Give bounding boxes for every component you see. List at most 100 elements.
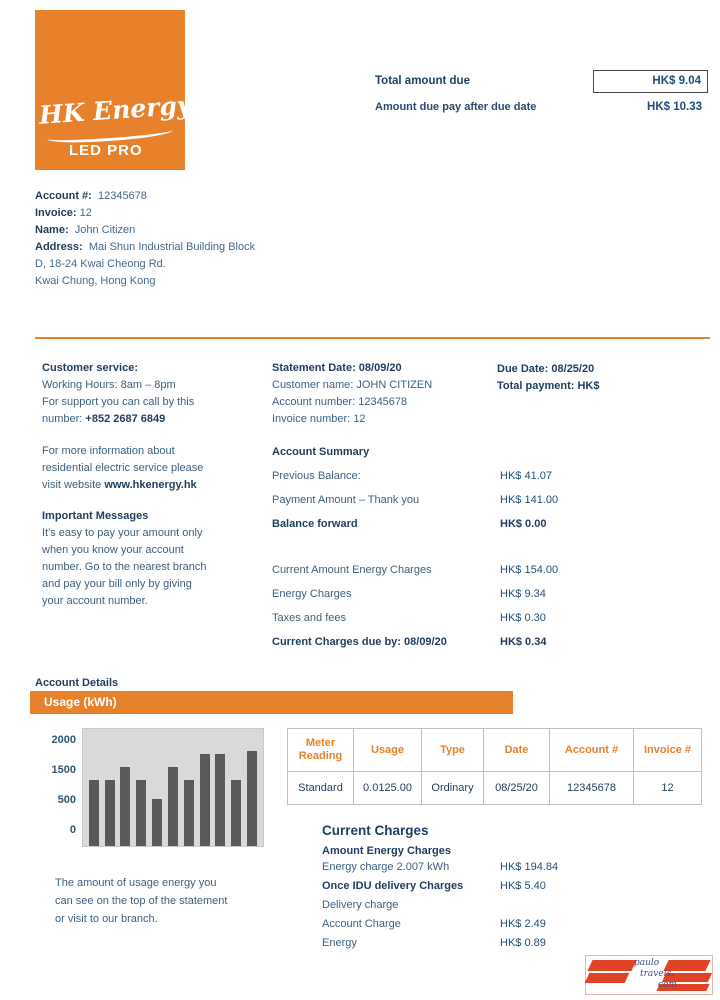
- summary-row: Payment Amount – Thank you HK$ 141.00: [272, 493, 602, 507]
- info-line-1: For more information about: [42, 445, 175, 457]
- charge-row: Energy HK$ 0.89: [322, 936, 642, 950]
- website-line: visit website www.hkenergy.hk: [42, 477, 270, 494]
- invoice-label: Invoice:: [35, 207, 77, 219]
- summary-label: Taxes and fees: [272, 612, 346, 624]
- usage-table: Meter Reading Usage Type Date Account # …: [287, 728, 702, 805]
- table-row: Standard 0.0125.00 Ordinary 08/25/20 123…: [287, 771, 702, 805]
- account-info-block: Account #: 12345678 Invoice: 12 Name: Jo…: [35, 188, 255, 290]
- cell-date: 08/25/20: [483, 771, 550, 805]
- summary-value: HK$ 154.00: [500, 564, 559, 576]
- usage-bar: [152, 799, 163, 846]
- chart-y-axis: 2000 1500 500 0: [36, 733, 76, 853]
- charge-value: HK$ 5.40: [500, 880, 546, 892]
- important-messages-title: Important Messages: [42, 510, 149, 522]
- charge-label: Energy: [322, 937, 357, 949]
- cell-type: Ordinary: [421, 771, 484, 805]
- summary-value: HK$ 141.00: [500, 494, 559, 506]
- watermark-text: paulo: [634, 958, 660, 968]
- charge-value: HK$ 194.84: [500, 861, 559, 873]
- address-line-3: Kwai Chung, Hong Kong: [35, 275, 156, 287]
- account-number: Account number: 12345678: [272, 396, 408, 408]
- phone-number: +852 2687 6849: [85, 413, 166, 425]
- website-url: www.hkenergy.hk: [104, 479, 197, 491]
- col-header-type: Type: [421, 728, 484, 772]
- total-amount-due-label: Total amount due: [375, 75, 470, 87]
- col-header-invoice: Invoice #: [633, 728, 702, 772]
- important-message-line: It's easy to pay your amount only: [42, 527, 203, 539]
- caption-line: or visit to our branch.: [55, 913, 158, 925]
- phone-prefix: number:: [42, 413, 86, 425]
- y-tick: 1500: [51, 764, 76, 776]
- summary-row: Current Amount Energy Charges HK$ 154.00: [272, 563, 602, 577]
- watermark-stripe: [584, 973, 630, 983]
- current-charges-title: Current Charges: [322, 823, 429, 838]
- cell-usage: 0.0125.00: [353, 771, 422, 805]
- charge-row: Once IDU delivery Charges HK$ 5.40: [322, 879, 642, 893]
- usage-bar: [120, 767, 131, 846]
- charge-label: Energy charge 2.007 kWh: [322, 861, 450, 873]
- paulo-travels-watermark: paulo travels. com: [584, 955, 713, 995]
- summary-value: HK$ 0.00: [500, 518, 547, 530]
- account-number-line: Account #: 12345678: [35, 188, 255, 205]
- summary-label: Energy Charges: [272, 588, 352, 600]
- total-amount-due-value: HK$ 9.04: [593, 70, 708, 93]
- customer-service-title: Customer service:: [42, 362, 138, 374]
- orange-divider-rule: [35, 337, 710, 339]
- account-summary-title: Account Summary: [272, 446, 370, 458]
- brand-sub-text: LED PRO: [69, 142, 143, 159]
- charge-label: Account Charge: [322, 918, 401, 930]
- col-header-account: Account #: [549, 728, 634, 772]
- statement-column: Statement Date: 08/09/20 Customer name: …: [272, 360, 602, 649]
- caption-line: The amount of usage energy you: [55, 877, 217, 889]
- watermark-text: travels.: [640, 969, 675, 979]
- usage-bar: [247, 751, 258, 846]
- chart-caption: The amount of usage energy you can see o…: [55, 874, 295, 928]
- summary-label: Current Charges due by: 08/09/20: [272, 636, 447, 648]
- charge-value: HK$ 0.89: [500, 937, 546, 949]
- usage-bar: [136, 780, 147, 846]
- address-value: Mai Shun Industrial Building Block: [88, 241, 256, 253]
- summary-value: HK$ 9.34: [500, 588, 546, 600]
- charge-value: HK$ 2.49: [500, 918, 546, 930]
- current-charges-section: Current Charges Amount Energy Charges En…: [322, 823, 642, 950]
- summary-row: Taxes and fees HK$ 0.30: [272, 611, 602, 625]
- address-line-1: Address: Mai Shun Industrial Building Bl…: [35, 239, 255, 256]
- due-date-column: Due Date: 08/25/20 Total payment: HK$: [497, 361, 599, 395]
- y-tick: 500: [57, 794, 76, 806]
- y-tick: 2000: [51, 734, 76, 746]
- cell-meter-reading: Standard: [287, 771, 354, 805]
- invoice-value: 12: [79, 207, 92, 219]
- name-line: Name: John Citizen: [35, 222, 255, 239]
- summary-row: Previous Balance: HK$ 41.07: [272, 469, 602, 483]
- important-message-line: your account number.: [42, 595, 148, 607]
- usage-bar: [88, 780, 99, 846]
- customer-name: Customer name: JOHN CITIZEN: [272, 379, 433, 391]
- usage-bar: [104, 780, 115, 846]
- usage-bar: [215, 754, 226, 846]
- summary-row: Balance forward HK$ 0.00: [272, 517, 602, 531]
- usage-bar: [199, 754, 210, 846]
- usage-bar: [183, 780, 194, 846]
- invoice-number: Invoice number: 12: [272, 413, 366, 425]
- important-message-line: and pay your bill only by giving: [42, 578, 192, 590]
- summary-row: Energy Charges HK$ 9.34: [272, 587, 602, 601]
- important-message-line: number. Go to the nearest branch: [42, 561, 207, 573]
- summary-value: HK$ 0.30: [500, 612, 546, 624]
- current-charges-subtitle: Amount Energy Charges: [322, 845, 451, 857]
- name-label: Name:: [35, 224, 69, 236]
- watermark-text: com: [658, 980, 677, 990]
- charge-row: Account Charge HK$ 2.49: [322, 917, 642, 931]
- charge-label: Delivery charge: [322, 899, 399, 911]
- address-line-2: D, 18-24 Kwai Cheong Rd.: [35, 258, 166, 270]
- charge-label: Once IDU delivery Charges: [322, 880, 464, 892]
- col-header-meter-reading: Meter Reading: [287, 728, 354, 772]
- summary-row: Current Charges due by: 08/09/20 HK$ 0.3…: [272, 635, 602, 649]
- statement-date: Statement Date: 08/09/20: [272, 362, 402, 374]
- cell-invoice: 12: [633, 771, 702, 805]
- charge-row: Energy charge 2.007 kWh HK$ 194.84: [322, 860, 642, 874]
- usage-bar-chart: [82, 728, 264, 847]
- due-date: Due Date: 08/25/20: [497, 363, 595, 375]
- customer-service-column: Customer service: Working Hours: 8am – 8…: [42, 360, 270, 610]
- phone-line: number: +852 2687 6849: [42, 411, 270, 428]
